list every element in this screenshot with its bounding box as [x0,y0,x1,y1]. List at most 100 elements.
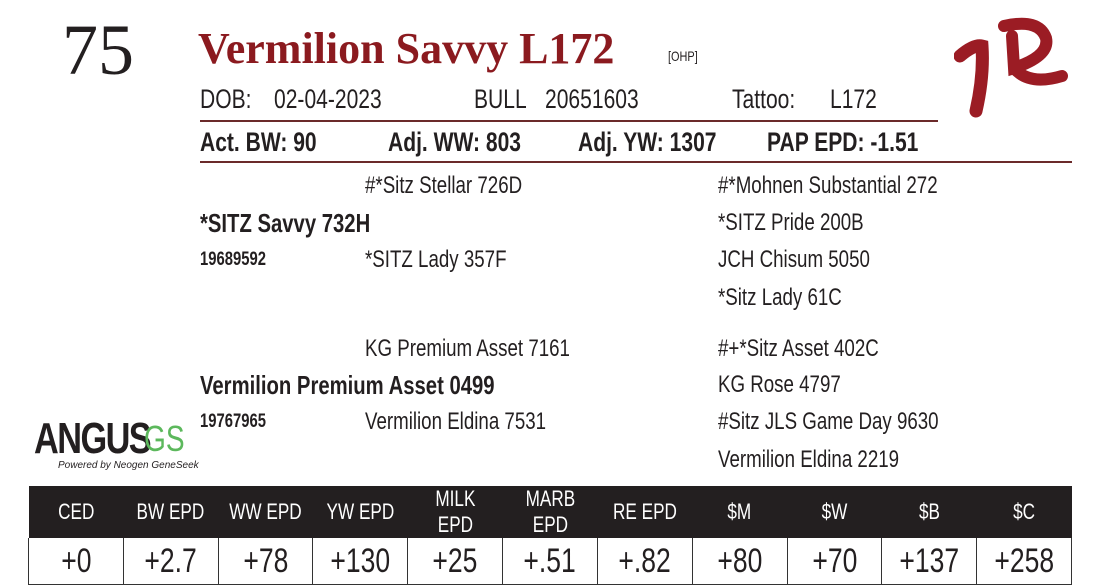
stat-text: Adj. YW: 1307 [578,127,717,157]
gs-logo-text: GS [144,418,185,459]
epd-header: MARB EPD [502,486,598,538]
dob-value: 02-04-2023 [274,84,412,115]
pedigree-sd: *SITZ Lady 357F [365,246,546,274]
pedigree-ddd: Vermilion Eldina 2219 [718,446,950,474]
sex: BULL [474,84,542,115]
epd-header: $M [692,486,787,538]
angus-gs-logo: ANGUS GS Powered by Neogen GeneSeek [34,414,199,471]
epd-value-text: +70 [811,541,857,580]
pedigree-ssd: *SITZ Pride 200B [718,209,905,237]
pedigree-dd: Vermilion Eldina 7531 [365,408,597,436]
tattoo-label-text: Tattoo: [732,84,796,114]
epd-value-text: +2.7 [144,541,197,580]
pedigree-sdd: *Sitz Lady 61C [718,284,877,312]
epd-header-text: MARB EPD [525,486,575,537]
epd-value: +.51 [502,538,598,585]
epd-header: $B [881,486,977,538]
epd-value: +70 [786,538,883,585]
registration: 20651603 [545,84,665,115]
epd-header-text: $M [727,499,752,524]
dam-reg: 19767965 [200,411,285,433]
epd-header-text: BW EPD [136,499,205,524]
dob-text: 02-04-2023 [274,84,382,114]
pedigree-text: #Sitz JLS Game Day 9630 [718,408,939,435]
epd-header-text: RE EPD [612,499,677,524]
tattoo-value: L172 [830,84,890,115]
epd-header-text: $W [821,499,848,524]
reg-text: 20651603 [545,84,639,114]
epd-header-text: YW EPD [326,499,395,524]
pedigree-ss: #*Sitz Stellar 726D [365,172,566,200]
pedigree-dsd: KG Rose 4797 [718,371,875,399]
divider [200,161,1072,163]
pedigree-sds: JCH Chisum 5050 [718,246,913,274]
epd-header-text: MILK EPD [435,486,476,537]
pedigree-text: 19767965 [200,411,266,432]
stat-bw: Act. BW: 90 [200,127,350,158]
epd-header-row: CED BW EPD WW EPD YW EPD MILK EPD MARB EPD RE … [28,486,1072,538]
sire-reg: 19689592 [200,249,285,271]
brand-logo-icon [954,17,1068,118]
sex-text: BULL [474,84,527,114]
epd-value: +.82 [596,538,693,585]
epd-header: YW EPD [312,486,408,538]
animal-name: Vermilion Savvy L172 [198,24,615,73]
epd-header: $W [787,486,882,538]
epd-table: CED BW EPD WW EPD YW EPD MILK EPD MARB EPD RE … [28,486,1072,585]
pedigree-ds: KG Premium Asset 7161 [365,335,628,363]
epd-value-text: +.51 [523,541,577,580]
epd-value-text: +130 [330,541,391,580]
epd-value: +78 [217,538,314,585]
pedigree-text: 19689592 [200,249,266,270]
epd-header-text: CED [57,499,95,524]
epd-header: WW EPD [218,486,313,538]
epd-value: +80 [691,538,788,585]
pedigree-text: #*Sitz Stellar 726D [365,172,523,199]
stat-text: Act. BW: 90 [200,127,317,157]
pedigree-text: *SITZ Savvy 732H [200,208,371,238]
epd-value: +2.7 [122,538,219,585]
epd-header: BW EPD [123,486,219,538]
epd-value: +258 [976,538,1072,585]
epd-header: CED [28,486,124,538]
pedigree-text: KG Premium Asset 7161 [365,335,570,362]
sire-name: *SITZ Savvy 732H [200,208,418,239]
epd-header: RE EPD [597,486,693,538]
tattoo-text: L172 [830,84,877,114]
stat-yw: Adj. YW: 1307 [578,127,756,158]
epd-value-text: +25 [432,541,478,580]
epd-value-text: +0 [60,541,92,580]
epd-value: +25 [407,538,504,585]
epd-header-text: $B [918,499,940,524]
pedigree-text: *Sitz Lady 61C [718,284,842,311]
pedigree-text: Vermilion Premium Asset 0499 [200,370,495,400]
epd-value-text: +.82 [618,541,671,580]
epd-value: +130 [312,538,409,585]
epd-value-row: +0 +2.7 +78 +130 +25 +.51 +.82 +80 +70 +137 +258 [28,538,1072,585]
pedigree-text: #+*Sitz Asset 402C [718,335,879,362]
tattoo-label: Tattoo: [732,84,813,115]
dob-label-text: DOB: [200,84,252,114]
pedigree-text: *SITZ Pride 200B [718,209,864,236]
angus-logo-text: ANGUS [34,414,152,463]
dam-name: Vermilion Premium Asset 0499 [200,370,578,401]
pedigree-dss: #+*Sitz Asset 402C [718,335,924,363]
epd-value-text: +78 [243,541,289,580]
lot-number: 75 [62,10,134,90]
epd-header: $C [976,486,1072,538]
pedigree-text: #*Mohnen Substantial 272 [718,172,938,199]
stat-text: PAP EPD: -1.51 [767,127,919,157]
dob-label: DOB: [200,84,266,115]
epd-header-text: $C [1013,499,1036,524]
epd-header-text: WW EPD [229,499,302,524]
stat-pap: PAP EPD: -1.51 [767,127,961,158]
ohp-text: [OHP] [668,48,698,64]
epd-value: +137 [881,538,978,585]
ohp-tag: [OHP] [668,48,706,64]
pedigree-text: *SITZ Lady 357F [365,246,507,273]
epd-header: MILK EPD [407,486,503,538]
divider [200,120,938,122]
pedigree-sss: #*Mohnen Substantial 272 [718,172,1000,200]
pedigree-dds: #Sitz JLS Game Day 9630 [718,408,1001,436]
